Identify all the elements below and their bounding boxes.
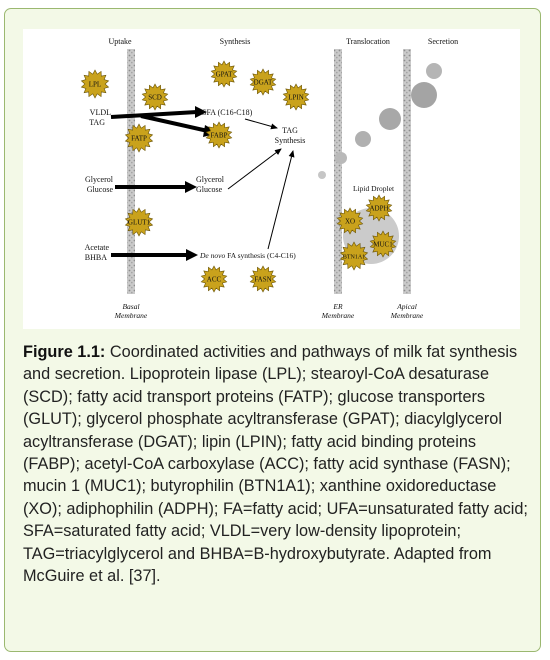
substrate-glycerol: Glycerol [85,175,114,184]
caption-label: Figure 1.1: [23,343,106,361]
lipid-droplet-label: Lipid Droplet [353,184,395,193]
protein-star-shape [80,69,110,99]
product-glucose: Glucose [196,185,223,194]
protein-muc1: MUC1 [369,230,397,258]
substrate-acetate: Acetate [85,243,110,252]
protein-adph: ADPH [365,194,393,222]
basal-membrane-label: Basal [122,302,139,311]
basal-membrane-label-2: Membrane [114,311,148,320]
protein-xo: XO [336,207,364,235]
protein-lpin: LPIN [282,83,310,111]
protein-star-shape [336,207,364,235]
protein-label: ADPH [369,205,388,213]
protein-star-shape [200,265,228,293]
lipid-droplet [335,152,347,164]
apical-membrane [403,49,411,294]
protein-label: BTN1A1 [343,255,365,261]
protein-label: FABP [211,132,228,140]
protein-star-shape [365,194,393,222]
glycerol-arrowhead [185,181,197,193]
er-membrane [334,49,342,294]
lipid-droplet [355,131,371,147]
protein-label: FASN [254,276,271,284]
lipid-droplet [318,171,326,179]
product-de-novo: De novo FA synthesis (C4-C16) [199,251,296,260]
protein-star-shape [369,230,397,258]
protein-label: MUC1 [373,241,393,249]
caption-text: Coordinated activities and pathways of m… [23,343,528,586]
fabp-arrow [140,114,209,133]
er-membrane-label-2: Membrane [321,311,355,320]
basal-membrane [127,49,135,294]
protein-label: GLUT1 [128,219,151,227]
protein-acc: ACC [200,265,228,293]
protein-label: GPAT [216,71,234,79]
protein-star-shape [249,265,277,293]
substrate-vldl: VLDL [90,108,111,117]
protein-star-shape [141,83,169,111]
protein-lpl: LPL [80,69,110,99]
protein-label: FATP [131,135,147,143]
header-secretion: Secretion [428,37,458,46]
protein-star-shape [282,83,310,111]
protein-star-shape [249,68,277,96]
substrate-bhba: BHBA [85,253,107,262]
protein-label: DGAT [254,79,273,87]
substrate-tag: TAG [89,118,105,127]
protein-star-shape [124,123,154,153]
figure-diagram: Uptake Synthesis Translocation Secretion… [23,29,520,329]
vldl-arrow [110,110,198,119]
protein-dgat: DGAT [249,68,277,96]
protein-label: SCD [148,94,162,102]
product-glycerol: Glycerol [196,175,225,184]
sfa-to-tag-arrow [244,118,278,130]
protein-label: LPIN [288,94,304,102]
lipid-droplet [426,63,442,79]
product-sfa: SFA (C16-C18) [202,108,253,117]
figure-panel: Uptake Synthesis Translocation Secretion… [4,8,541,652]
protein-star-shape [205,121,233,149]
figure-caption: Figure 1.1: Coordinated activities and p… [23,341,533,587]
protein-label: LPL [89,81,101,89]
protein-label: XO [345,218,355,226]
protein-btn1a1: BTN1A1 [339,241,369,271]
apical-membrane-label-2: Membrane [390,311,424,320]
protein-fabp: FABP [205,121,233,149]
denovo-to-tag-arrow [267,150,295,250]
glycerol-to-tag-arrow [227,148,282,190]
product-tag-synthesis-2: Synthesis [275,136,306,145]
vldl-arrowhead [195,106,207,118]
protein-star-shape [124,207,154,237]
er-membrane-label: ER [332,302,343,311]
protein-star-shape [339,241,369,271]
protein-fatp: FATP [124,123,154,153]
header-uptake: Uptake [108,37,132,46]
lipid-droplet [411,82,437,108]
acetate-arrowhead [186,249,198,261]
header-translocation: Translocation [346,37,390,46]
lipid-droplet [379,108,401,130]
product-tag-synthesis: TAG [282,126,298,135]
protein-glut: GLUT1 [124,207,154,237]
protein-gpat: GPAT [210,60,238,88]
header-synthesis: Synthesis [220,37,251,46]
protein-scd: SCD [141,83,169,111]
protein-fasn: FASN [249,265,277,293]
protein-star-shape [210,60,238,88]
apical-membrane-label: Apical [396,302,417,311]
protein-label: ACC [207,276,222,284]
substrate-glucose: Glucose [87,185,114,194]
